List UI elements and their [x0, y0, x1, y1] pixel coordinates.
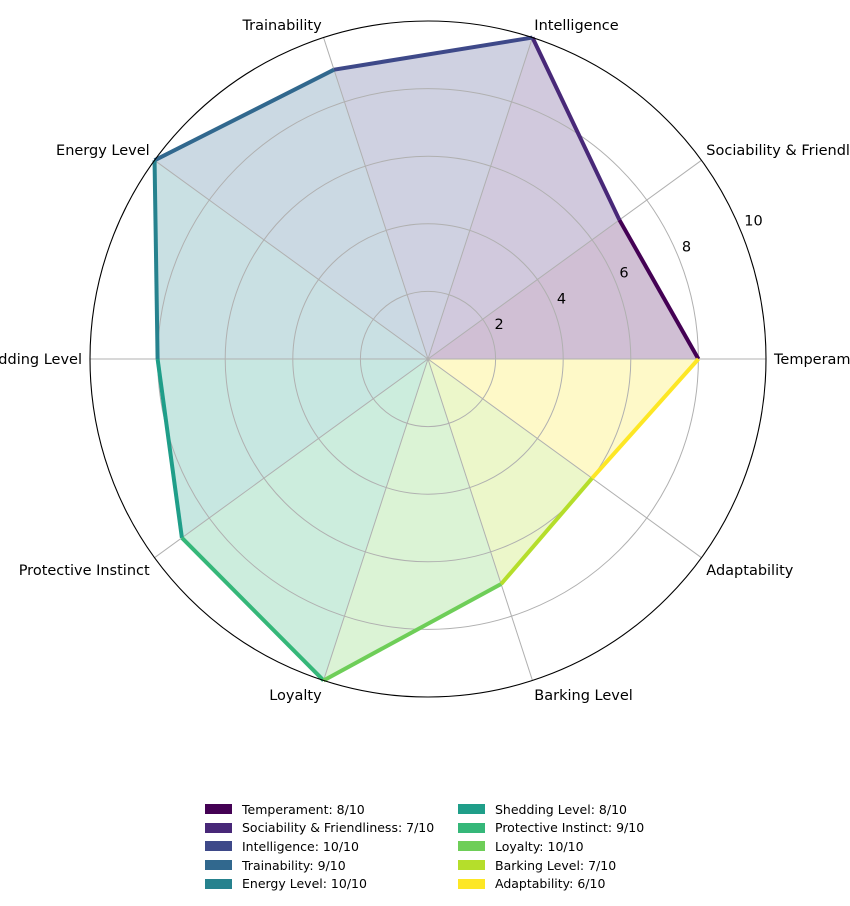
- legend-item: Intelligence: 10/10: [205, 837, 458, 856]
- legend-item: Protective Instinct: 9/10: [458, 819, 668, 838]
- data-outline-segment: [530, 36, 622, 221]
- legend-item: Sociability & Friendliness: 7/10: [205, 819, 458, 838]
- axis-label: Protective Instinct: [19, 563, 150, 579]
- data-outline-segment: [590, 357, 700, 480]
- legend-item: Energy Level: 10/10: [205, 874, 458, 893]
- sector-fill: [333, 37, 533, 359]
- legend-label: Barking Level: 7/10: [495, 857, 617, 873]
- legend-label: Adaptability: 6/10: [495, 876, 606, 892]
- legend-label: Intelligence: 10/10: [242, 838, 359, 854]
- data-outline-segments: [152, 35, 701, 683]
- data-outline-segment: [499, 476, 594, 586]
- grid-spoke: [323, 358, 429, 681]
- axis-labels: Temperament Sociability & Friendliness Int…: [0, 18, 850, 704]
- data-outline-segment: [333, 35, 533, 72]
- axis-label: Trainability: [241, 18, 322, 34]
- legend-item: Adaptability: 6/10: [458, 874, 668, 893]
- legend-swatch: [205, 878, 232, 889]
- axis-label: Adaptability: [706, 563, 794, 579]
- legend-swatch: [205, 804, 232, 815]
- axis-label: Shedding Level: [0, 352, 82, 368]
- legend-item: Barking Level: 7/10: [458, 856, 668, 875]
- grid-spoke: [154, 159, 429, 360]
- sector-fill: [428, 219, 699, 359]
- legend-label: Temperament: 8/10: [242, 801, 365, 817]
- legend-swatch: [458, 878, 485, 889]
- grid-spoke: [427, 358, 702, 559]
- legend-label: Sociability & Friendliness: 7/10: [242, 820, 435, 836]
- axis-label: Energy Level: [56, 143, 150, 159]
- outer-frame: [89, 20, 767, 698]
- sector-fill: [323, 359, 502, 681]
- grid-spoke: [427, 358, 533, 681]
- legend-swatch: [205, 841, 232, 852]
- legend-item: Loyalty: 10/10: [458, 837, 668, 856]
- sector-fill: [428, 359, 699, 479]
- tick-label: 2: [494, 317, 503, 333]
- data-outline-segment: [322, 582, 503, 683]
- sector-fill: [157, 359, 428, 538]
- legend-label: Energy Level: 10/10: [242, 876, 367, 892]
- tick-label: 8: [682, 240, 691, 256]
- grid-spoke: [427, 37, 533, 360]
- sector-fill: [428, 37, 620, 359]
- data-outline-segment: [180, 536, 325, 682]
- tick-label: 4: [557, 291, 566, 307]
- legend-swatch: [205, 860, 232, 871]
- data-outline-segment: [152, 160, 160, 360]
- legend-label: Loyalty: 10/10: [495, 838, 584, 854]
- legend: Temperament: 8/10 Shedding Level: 8/10 Soc…: [205, 800, 675, 893]
- axis-label: Intelligence: [534, 18, 618, 34]
- axis-label: Temperament: [773, 352, 850, 368]
- grid-spoke: [323, 37, 429, 360]
- data-outline-segment: [155, 358, 184, 539]
- legend-item: Trainability: 9/10: [205, 856, 458, 875]
- legend-swatch: [458, 804, 485, 815]
- sector-fill: [154, 69, 429, 360]
- axis-label: Sociability & Friendliness: [706, 143, 850, 159]
- grid-spoke: [154, 358, 429, 559]
- legend-label: Shedding Level: 8/10: [495, 801, 627, 817]
- legend-item: Shedding Level: 8/10: [458, 800, 668, 819]
- radar-chart: 2 4 6 8 10 Temperament Sociability & Friendli…: [0, 18, 850, 704]
- legend-label: Trainability: 9/10: [242, 857, 346, 873]
- axis-label: Loyalty: [269, 688, 322, 704]
- legend-swatch: [458, 841, 485, 852]
- data-outline-segment: [153, 67, 335, 163]
- data-outline-segment: [617, 218, 701, 360]
- legend-item: Temperament: 8/10: [205, 800, 458, 819]
- tick-label: 6: [619, 265, 628, 281]
- grid-spoke: [427, 159, 702, 360]
- legend-swatch: [458, 822, 485, 833]
- legend-swatch: [205, 822, 232, 833]
- sector-fill: [428, 359, 593, 585]
- legend-swatch: [458, 860, 485, 871]
- legend-label: Protective Instinct: 9/10: [495, 820, 645, 836]
- axis-label: Barking Level: [534, 688, 633, 704]
- tick-label: 10: [744, 214, 762, 230]
- radial-tick-labels: 2 4 6 8 10: [494, 214, 762, 333]
